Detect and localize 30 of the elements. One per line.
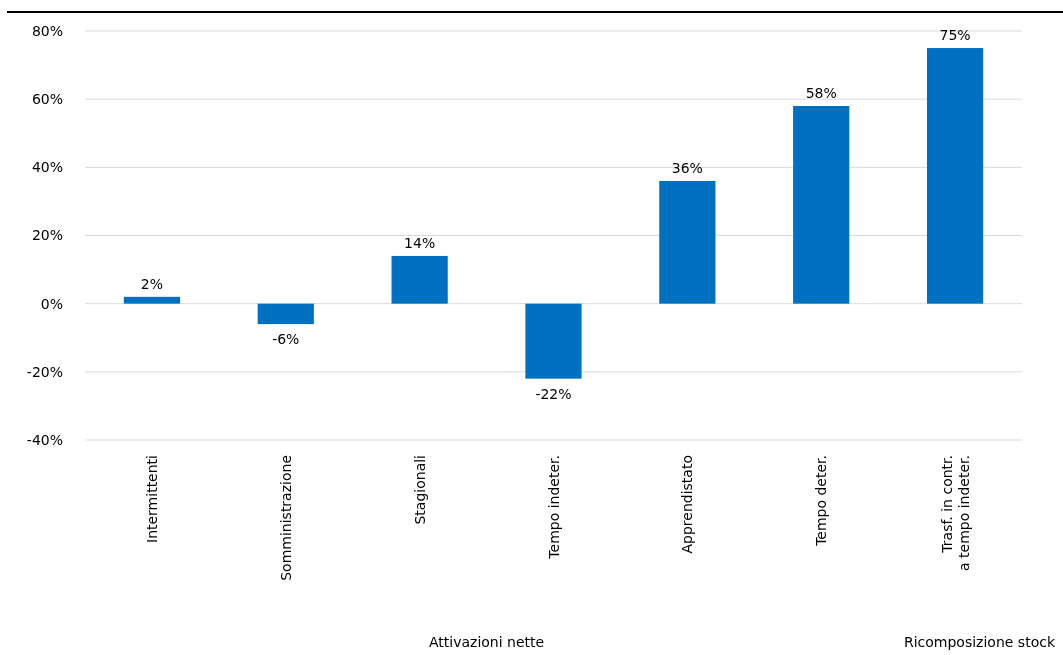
y-tick-label: 60% [31,91,63,108]
y-tick-label: 80% [31,22,63,39]
data-label: -22% [535,385,572,402]
bar [659,180,716,304]
x-tick-label: Somministrazione [277,455,294,581]
x-tick-label: Apprendistato [679,455,696,554]
x-tick-label: Intermittenti [143,455,160,543]
data-label: 75% [939,27,971,44]
y-tick-label: 0% [40,295,63,312]
text: Attivazioni nette [428,634,545,650]
x-tick-label: Trasf. in contr. a tempo indeter. [938,455,972,571]
data-label: -6% [272,331,300,348]
bar [391,255,448,304]
bar [123,296,181,304]
bar [793,105,850,304]
y-tick-label: -20% [26,363,63,380]
y-tick-label: 40% [31,159,63,176]
data-label: 58% [805,84,837,101]
data-label: 36% [671,159,703,176]
bar [257,303,314,325]
data-label: 14% [404,234,436,251]
bar [926,48,984,304]
bar [525,303,582,379]
y-tick-label: -40% [26,431,63,448]
data-label: 2% [140,275,164,292]
y-tick-label: 20% [31,227,63,244]
text: Ricomposizione stock [903,634,1056,650]
x-tick-label: Tempo deter. [813,455,830,547]
x-tick-label: Tempo indeter. [545,455,562,560]
x-tick-label: Stagionali [411,455,428,525]
